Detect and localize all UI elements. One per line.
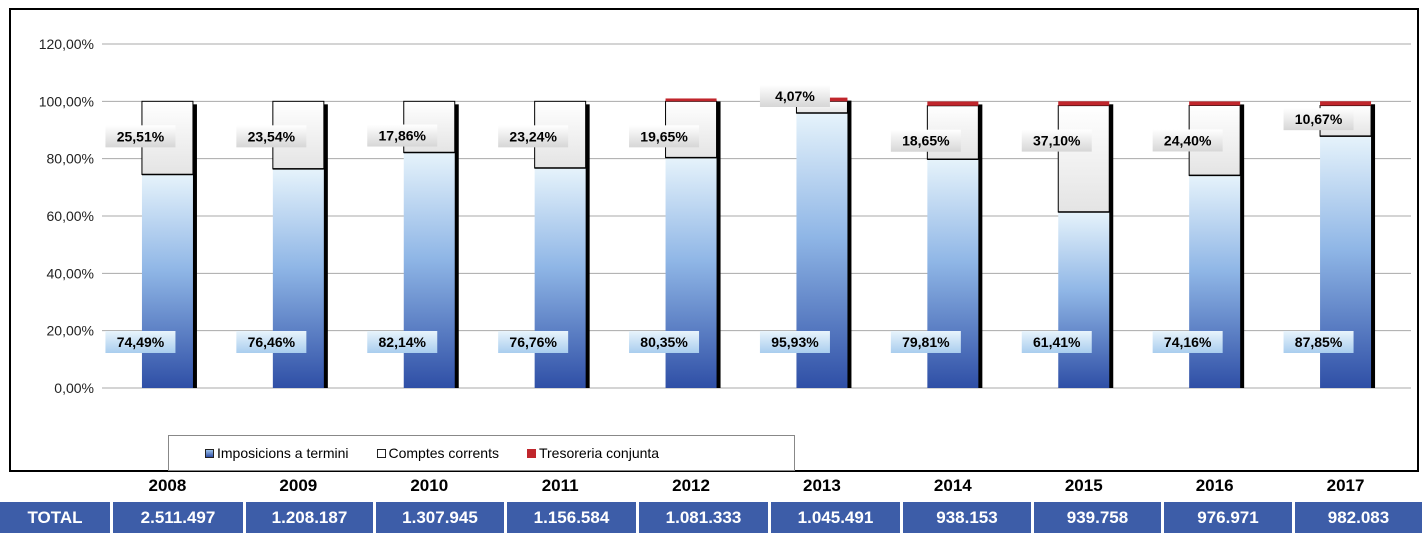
bar-tresoreria <box>1058 101 1110 106</box>
data-label-imposicions: 74,16% <box>1164 334 1212 350</box>
data-label-comptes: 23,54% <box>248 128 296 144</box>
data-label-comptes: 25,51% <box>117 128 165 144</box>
data-label-comptes: 18,65% <box>902 133 950 149</box>
data-label-box <box>498 331 569 353</box>
chart-plot: 0,00% 20,00% 40,00% 60,00% 80,00% 100,00% 120,… <box>39 36 1411 396</box>
data-label-comptes: 24,40% <box>1164 132 1212 148</box>
y-tick-label: 0,00% <box>54 380 94 396</box>
bar-tresoreria <box>927 101 979 106</box>
data-label-imposicions: 61,41% <box>1033 334 1081 350</box>
data-label-comptes: 19,65% <box>640 128 688 144</box>
total-value: 982.083 <box>1295 502 1422 533</box>
legend-item: Tresoreria conjunta <box>526 445 660 461</box>
y-tick-label: 100,00% <box>39 93 94 109</box>
data-label-comptes: 23,24% <box>509 128 557 144</box>
year-label: 2012 <box>672 476 710 495</box>
year-label: 2009 <box>279 476 318 495</box>
data-label-comptes: 17,86% <box>379 128 427 144</box>
data-label-box <box>1021 331 1092 353</box>
data-label-box <box>890 331 961 353</box>
data-label-box <box>1152 331 1223 353</box>
year-label: 2017 <box>1326 476 1365 495</box>
y-tick-label: 60,00% <box>47 208 94 224</box>
bar-imposicions <box>1058 211 1110 388</box>
bar-comptes <box>1057 105 1110 213</box>
data-label-box <box>367 124 438 147</box>
data-label-imposicions: 76,76% <box>509 334 557 350</box>
legend-label: Imposicions a termini <box>217 445 349 461</box>
bar-imposicions <box>927 159 979 388</box>
data-label-imposicions: 87,85% <box>1295 334 1343 350</box>
y-tick-label: 40,00% <box>47 265 94 281</box>
legend-swatch <box>376 448 386 458</box>
total-value: 938.153 <box>903 502 1031 533</box>
data-label-box <box>236 331 307 353</box>
bar-imposicions <box>534 167 586 388</box>
data-label-box <box>367 331 438 353</box>
data-label-box <box>759 331 830 353</box>
legend: Imposicions a termini Comptes corrents Tre… <box>168 435 795 471</box>
data-label-imposicions: 79,81% <box>902 334 950 350</box>
legend-label: Tresoreria conjunta <box>538 445 660 461</box>
year-label: 2016 <box>1195 476 1234 495</box>
year-label: 2013 <box>803 476 841 495</box>
legend-item: Imposicions a termini <box>205 445 349 461</box>
total-value: 2.511.497 <box>113 502 243 533</box>
legend-item: Comptes corrents <box>376 445 499 461</box>
total-value: 939.758 <box>1034 502 1161 533</box>
data-label-comptes: 37,10% <box>1033 133 1081 149</box>
legend-label: Comptes corrents <box>388 445 499 461</box>
data-label-box <box>629 125 700 148</box>
data-label-imposicions: 95,93% <box>771 334 819 350</box>
year-header-row: 2008 2009 2010 2011 2012 2013 2014 2015 2016 2017 <box>0 476 1425 498</box>
data-label-comptes: 4,07% <box>775 88 815 104</box>
year-label: 2014 <box>933 476 972 495</box>
year-label: 2011 <box>541 476 579 495</box>
data-label-box <box>105 331 176 353</box>
data-label-imposicions: 80,35% <box>640 334 688 350</box>
y-tick-label: 20,00% <box>47 323 94 339</box>
data-label-box <box>759 85 830 108</box>
data-label-imposicions: 82,14% <box>379 334 427 350</box>
total-value: 976.971 <box>1164 502 1292 533</box>
total-value: 1.156.584 <box>507 502 636 533</box>
legend-swatch <box>526 448 536 458</box>
data-label-box <box>1021 129 1092 152</box>
data-label-box <box>890 129 961 152</box>
data-label-box <box>498 125 569 148</box>
data-label-imposicions: 74,49% <box>117 334 165 350</box>
data-label-box <box>1283 331 1354 353</box>
bar-imposicions <box>141 174 193 388</box>
data-label-box <box>1152 129 1223 152</box>
data-label-imposicions: 76,46% <box>248 334 296 350</box>
bar-tresoreria <box>665 98 717 102</box>
chart-frame: 0,00% 20,00% 40,00% 60,00% 80,00% 100,00% 120,… <box>9 8 1419 472</box>
bar-imposicions <box>272 168 324 388</box>
data-label-box <box>1283 108 1354 131</box>
year-label: 2010 <box>410 476 449 495</box>
total-value: 1.307.945 <box>376 502 504 533</box>
bar-imposicions <box>1189 175 1241 388</box>
totals-row: TOTAL 2.511.497 1.208.187 1.307.945 1.156.58… <box>0 502 1425 533</box>
total-value: 1.208.187 <box>246 502 373 533</box>
data-label-comptes: 10,67% <box>1295 111 1343 127</box>
bar-tresoreria <box>1320 101 1372 106</box>
data-label-box <box>236 125 307 148</box>
total-value: 1.081.333 <box>639 502 768 533</box>
y-tick-label: 120,00% <box>39 36 94 52</box>
bar-imposicions <box>665 157 717 388</box>
bar-tresoreria <box>1189 101 1241 106</box>
legend-swatch <box>205 448 214 458</box>
year-label: 2008 <box>148 476 187 495</box>
y-tick-label: 80,00% <box>47 151 94 167</box>
data-label-box <box>105 125 176 148</box>
year-label: 2015 <box>1064 476 1103 495</box>
total-value: 1.045.491 <box>771 502 900 533</box>
total-label: TOTAL <box>0 502 110 533</box>
data-label-box <box>629 331 700 353</box>
